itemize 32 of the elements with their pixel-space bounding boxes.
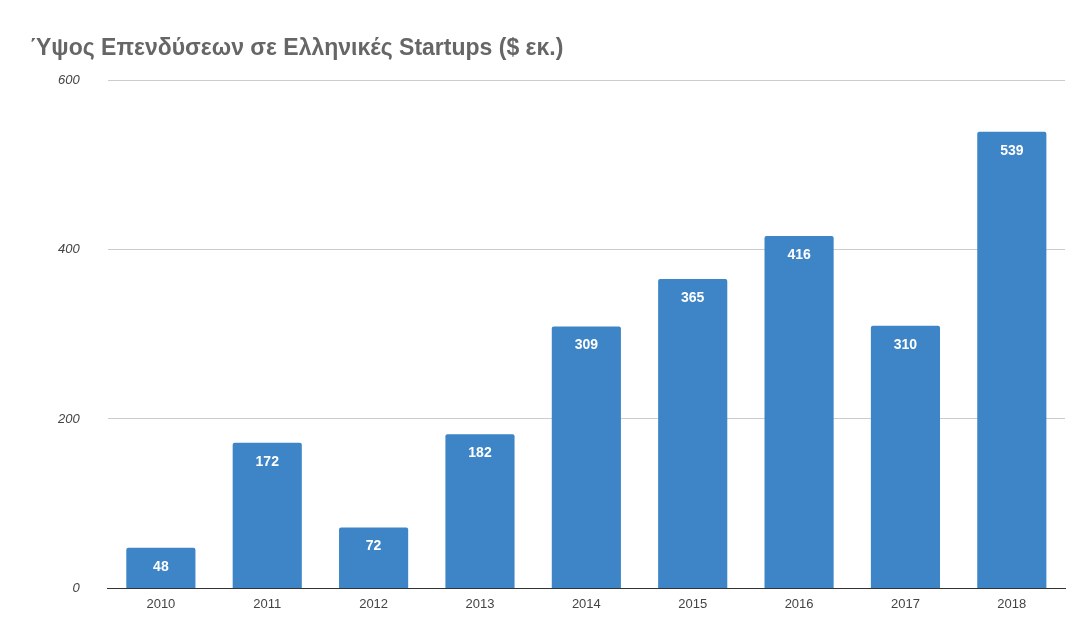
x-tick-label: 2015 <box>678 595 708 611</box>
x-tick-label: 2012 <box>359 595 389 611</box>
data-label: 365 <box>681 288 705 305</box>
data-label: 309 <box>574 336 599 353</box>
y-tick-label: 400 <box>57 241 81 257</box>
data-label: 182 <box>468 444 492 461</box>
chart-title: Ύψος Επενδύσεων σε Ελληνικές Startups ($ εκ.) <box>30 34 564 61</box>
y-tick-label: 0 <box>72 580 81 596</box>
bar <box>126 547 196 588</box>
y-tick-label: 600 <box>57 71 81 87</box>
bar <box>870 325 941 588</box>
data-label: 310 <box>893 335 918 352</box>
bar <box>445 434 515 588</box>
bar <box>764 235 834 588</box>
bar <box>977 131 1047 588</box>
y-tick-label: 200 <box>56 410 81 426</box>
x-tick-label: 2013 <box>465 595 495 611</box>
bar <box>658 279 728 588</box>
x-tick-label: 2017 <box>890 595 920 611</box>
x-tick-label: 2016 <box>784 595 814 611</box>
data-label: 416 <box>787 245 811 262</box>
x-tick-label: 2014 <box>571 595 601 611</box>
data-label: 48 <box>153 557 169 574</box>
x-tick-label: 2011 <box>253 595 282 611</box>
x-tick-label: 2010 <box>146 595 176 611</box>
x-tick-label: 2018 <box>997 595 1027 611</box>
bar <box>339 527 409 588</box>
bar <box>232 442 302 588</box>
data-label: 539 <box>1000 141 1024 158</box>
bar <box>551 326 621 588</box>
data-label: 172 <box>255 452 280 469</box>
data-label: 72 <box>365 537 382 554</box>
